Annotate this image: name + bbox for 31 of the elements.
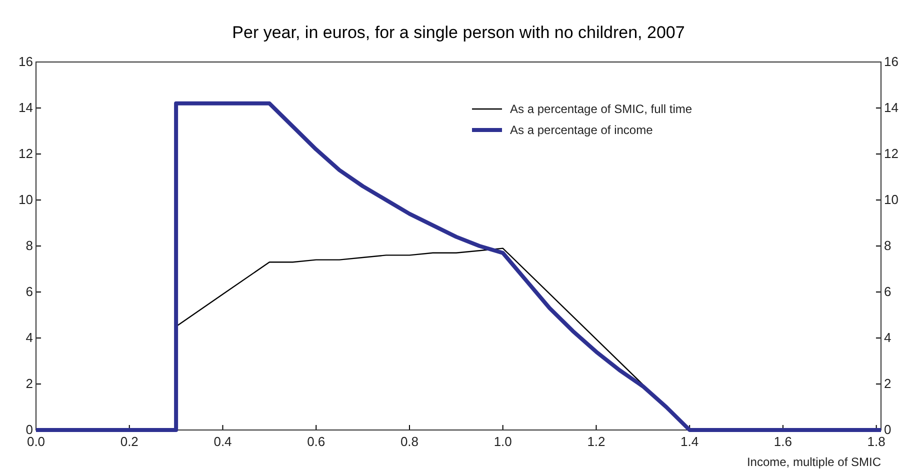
x-tick-label: 1.0 [494, 434, 512, 449]
y2-tick-label: 10 [884, 192, 898, 208]
y2-tick-label: 0 [884, 422, 892, 438]
x-tick-label: 1.2 [587, 434, 606, 449]
y2-tick-label: 2 [884, 376, 892, 392]
x-tick-label: 0.4 [214, 434, 232, 449]
y2-tick-label: 12 [884, 146, 898, 162]
y2-tick-label: 8 [884, 238, 892, 254]
x-tick-label: 0.8 [400, 434, 419, 449]
y-tick-label: 4 [26, 330, 33, 346]
y2-tick-label: 4 [884, 330, 892, 346]
y2-tick-label: 14 [884, 100, 898, 116]
y-tick-label: 6 [26, 284, 33, 300]
y-tick-label: 14 [18, 100, 33, 116]
y-tick-label: 12 [18, 146, 33, 162]
legend-label: As a percentage of SMIC, full time [510, 102, 692, 116]
x-tick-label: 0.2 [120, 434, 138, 449]
y2-tick-label: 16 [884, 54, 898, 70]
chart-title: Per year, in euros, for a single person with no children, 2007 [232, 23, 685, 42]
x-tick-label: 1.6 [774, 434, 792, 449]
x-axis-title: Income, multiple of SMIC [746, 455, 882, 469]
y-tick-label: 8 [26, 238, 33, 254]
legend-label: As a percentage of income [510, 123, 654, 137]
y2-tick-label: 6 [884, 284, 892, 300]
y-tick-label: 2 [26, 376, 33, 392]
x-tick-label: 1.8 [867, 434, 886, 449]
y-tick-label: 16 [18, 54, 33, 70]
y-tick-label: 10 [18, 192, 33, 208]
x-tick-label: 1.4 [680, 434, 699, 449]
x-tick-label: 0.6 [307, 434, 326, 449]
line-series [34, 101, 883, 432]
